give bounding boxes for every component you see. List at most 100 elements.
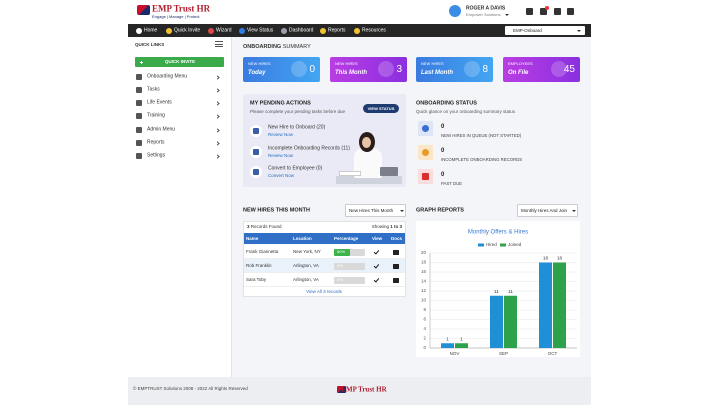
nav-icon[interactable]	[166, 27, 172, 34]
menu-line	[215, 46, 223, 47]
status-icon-glyph	[422, 173, 429, 180]
summary-card[interactable]	[243, 57, 320, 82]
progress-bar	[334, 248, 350, 256]
header	[128, 0, 591, 24]
legend-label: Joined	[508, 242, 522, 247]
view-all-link[interactable]: View All 3 records	[306, 288, 342, 294]
title-rest: SUMMARY	[282, 44, 311, 50]
quick-invite-button[interactable]	[135, 57, 224, 67]
logo-tagline: Engage | Manage | Protect	[152, 14, 200, 19]
graph-select-text: Monthly Hires And Join	[521, 207, 568, 213]
new-hires-select[interactable]	[345, 204, 406, 217]
chart-title: Monthly Offers & Hires	[468, 230, 528, 236]
pending-icon-glyph	[253, 128, 259, 134]
sidebar-title: QUICK LINKS	[135, 41, 165, 47]
legend-swatch	[500, 243, 506, 247]
sidebar-icon	[136, 74, 142, 80]
docs-icon[interactable]	[393, 250, 399, 255]
nav-icon[interactable]	[354, 27, 360, 34]
summary-card[interactable]	[416, 57, 493, 82]
nav-item[interactable]: Home	[144, 27, 158, 33]
bar	[553, 262, 566, 348]
records-label: Records Found	[249, 223, 282, 229]
y-tick-label: 14	[421, 279, 427, 284]
sidebar-item[interactable]: Life Events	[147, 99, 172, 106]
card-icon	[378, 61, 394, 77]
footer-logo-icon	[337, 386, 346, 393]
card-label: EMPLOYEES	[508, 61, 533, 66]
nav-item[interactable]: Reports	[328, 27, 346, 33]
sidebar-item[interactable]: Tasks	[147, 86, 160, 93]
cell-location: Arlington, VA	[293, 262, 319, 268]
card-icon	[551, 61, 567, 77]
graph-select[interactable]	[517, 204, 578, 217]
progress-track	[334, 276, 365, 284]
sidebar-item[interactable]: Onboarding Menu	[147, 73, 188, 80]
docs-icon[interactable]	[393, 278, 399, 283]
records-count: 3	[247, 223, 250, 229]
bar-value-label: 11	[494, 289, 499, 294]
sidebar-item[interactable]: Admin Menu	[147, 126, 176, 133]
caret-icon	[572, 210, 576, 212]
status-value: 0	[441, 124, 445, 130]
sidebar-icon	[136, 100, 142, 106]
card-icon	[291, 61, 307, 77]
status-label: NEW HIRES IN QUEUE (NOT STARTED)	[441, 132, 522, 138]
plus-icon	[141, 60, 142, 64]
nav-item[interactable]: Dashboard	[289, 27, 314, 33]
nav-icon[interactable]	[320, 27, 326, 34]
header-icon[interactable]	[567, 8, 574, 15]
sidebar	[128, 37, 232, 377]
pending-item-title: Incomplete Onboarding Records (11)	[268, 145, 350, 152]
summary-card[interactable]	[503, 57, 580, 82]
card-label: NEW HIRES	[335, 61, 358, 66]
y-tick-label: 6	[423, 317, 426, 322]
nav-item[interactable]: Wizard	[216, 27, 232, 33]
x-tick-label: OCT	[548, 351, 558, 356]
sidebar-icon	[136, 140, 142, 146]
card-label: NEW HIRES	[421, 61, 444, 66]
docs-icon[interactable]	[393, 264, 399, 269]
pending-item-link[interactable]: Convert Now	[268, 172, 295, 178]
status-value: 0	[441, 148, 445, 154]
pending-title: MY PENDING ACTIONS	[250, 100, 311, 107]
logo: EMP Trust HR	[152, 3, 211, 14]
header-icon[interactable]	[554, 8, 561, 15]
sidebar-item[interactable]: Training	[147, 112, 165, 119]
bar	[539, 262, 552, 348]
card-value: 3	[396, 64, 402, 75]
caret-icon	[400, 210, 404, 212]
title-bold: ONBOARDING	[243, 44, 282, 50]
nav-select[interactable]	[505, 26, 585, 35]
nav-icon[interactable]	[208, 27, 214, 34]
progress-track	[334, 262, 365, 270]
summary-card[interactable]	[330, 57, 407, 82]
nav-icon[interactable]	[281, 27, 287, 34]
nav-item[interactable]: Quick Invite	[174, 27, 201, 33]
cell-name[interactable]: Rob Franklin	[246, 262, 272, 268]
x-tick-label: NOV	[450, 351, 460, 356]
nav-icon[interactable]	[136, 27, 142, 34]
nav-item[interactable]: View Status	[247, 27, 274, 33]
view-status-text[interactable]: VIEW STATUS	[367, 105, 395, 111]
cell-name[interactable]: Sara Toby	[246, 276, 267, 282]
sidebar-icon	[136, 113, 142, 119]
sidebar-item[interactable]: Reports	[147, 139, 165, 146]
pending-item-link[interactable]: Review Now	[268, 152, 294, 158]
quick-invite-text[interactable]: QUICK INVITE	[164, 58, 196, 64]
card-sub: This Month	[335, 70, 367, 76]
view-status-button[interactable]	[363, 104, 399, 113]
y-tick-label: 4	[423, 326, 426, 331]
cell-name[interactable]: Frank Giannetta	[246, 248, 279, 254]
showing-range: 1 to 3	[390, 223, 402, 229]
nav-item[interactable]: Resources	[362, 27, 386, 33]
header-icon[interactable]	[526, 8, 533, 15]
table-header-cell: Percentage	[334, 235, 359, 241]
sidebar-item[interactable]: Settings	[147, 152, 166, 159]
header-icon[interactable]	[540, 8, 547, 15]
pending-icon-glyph	[253, 169, 259, 175]
nav-icon[interactable]	[239, 27, 245, 34]
pending-item-link[interactable]: Review Now	[268, 131, 294, 137]
y-tick-label: 0	[423, 345, 426, 350]
card-value: 0	[309, 64, 315, 75]
